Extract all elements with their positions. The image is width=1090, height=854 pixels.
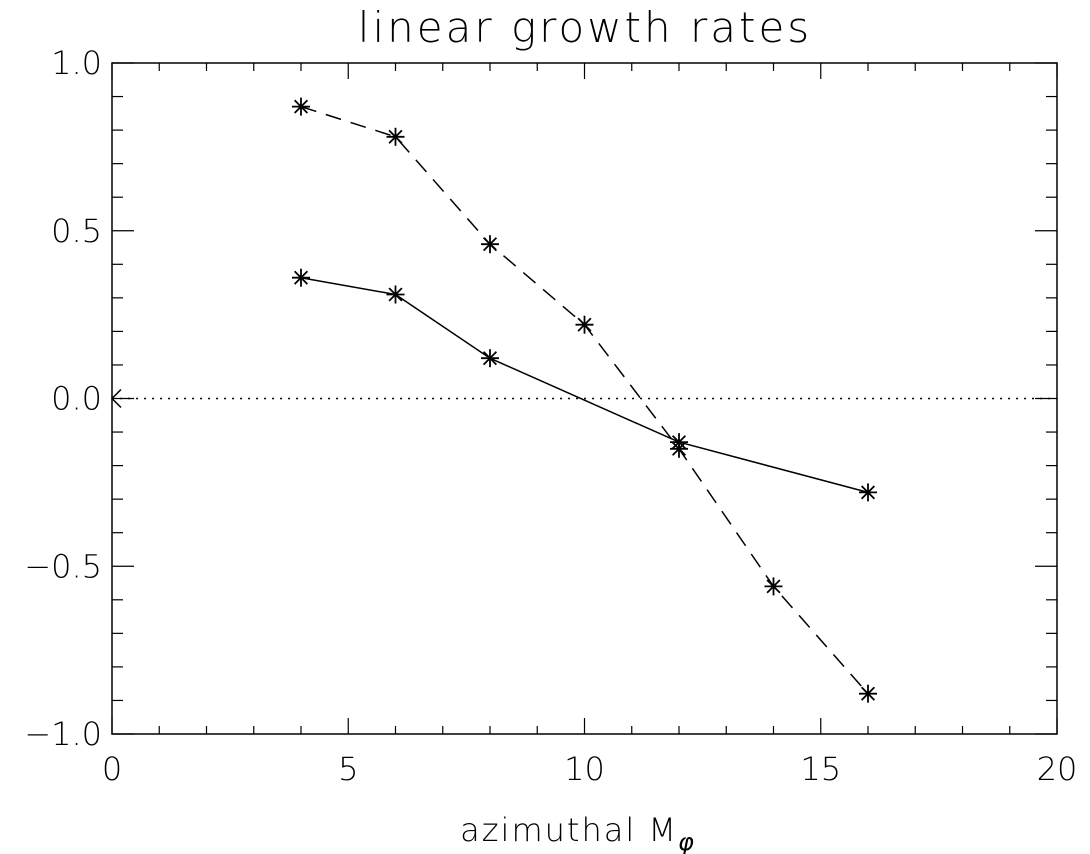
y-tick-label: −1.0 (24, 715, 102, 753)
series-2-point (859, 684, 877, 703)
chart-title: linear growth rates (358, 3, 812, 52)
x-tick-label: 10 (564, 750, 605, 788)
x-tick-label: 20 (1037, 750, 1078, 788)
series-2-point (386, 127, 405, 146)
series-1-point (386, 285, 405, 304)
y-tick-label: 0.5 (51, 212, 102, 250)
series-1-point (292, 268, 310, 287)
x-tick-label: 5 (338, 750, 358, 788)
x-tick-label: 15 (800, 750, 841, 788)
x-axis-label: azimuthal Mφ (460, 811, 696, 854)
x-tick-label: 0 (102, 750, 122, 788)
reference-line-group (110, 388, 1057, 409)
y-tick-label: 0.0 (51, 380, 102, 418)
y-tick-label: 1.0 (51, 44, 102, 82)
series-2-point (670, 439, 688, 458)
plot-frame (111, 62, 1058, 735)
tick-labels: 0 5 10 15 20 −1.0 −0.5 0.0 0.5 1.0 (24, 44, 1077, 788)
y-tick-label: −0.5 (24, 547, 102, 585)
series-2-point (575, 315, 594, 334)
series-2-point (764, 577, 783, 596)
series-2-point (292, 97, 310, 116)
series-2-point (481, 235, 499, 254)
series-1-point (859, 483, 877, 502)
series-1-line (300, 276, 869, 494)
x-axis-label-subscript: φ (678, 828, 696, 854)
x-axis-label-main: azimuthal M (460, 811, 678, 849)
series-1-point (481, 349, 499, 368)
series-group (292, 97, 877, 703)
